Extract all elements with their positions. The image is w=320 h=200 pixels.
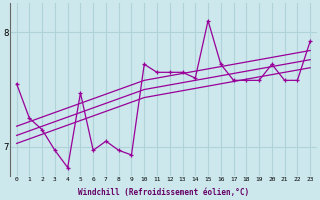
X-axis label: Windchill (Refroidissement éolien,°C): Windchill (Refroidissement éolien,°C) bbox=[78, 188, 249, 197]
